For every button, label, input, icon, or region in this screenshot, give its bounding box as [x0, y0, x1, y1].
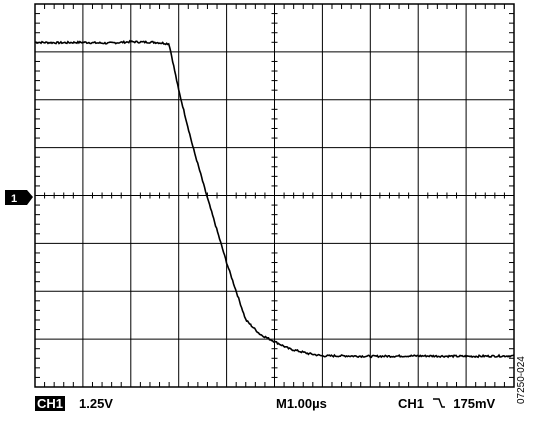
- channel-1-marker-label: 1: [11, 193, 17, 205]
- trigger-channel: CH1: [398, 396, 425, 411]
- timebase-readout: M1.00µs: [276, 396, 327, 411]
- falling-edge-icon: [432, 397, 446, 412]
- channel-1-trace: [34, 39, 515, 359]
- channel-scale: 1.25V: [79, 396, 113, 411]
- graticule: [34, 3, 515, 388]
- channel-1-ground-marker: 1: [5, 190, 33, 205]
- trigger-readout: CH1 175mV: [398, 396, 495, 412]
- trigger-level: 175mV: [453, 396, 496, 411]
- figure-id: 07250-024: [516, 356, 527, 404]
- channel-badge: CH1: [35, 396, 66, 411]
